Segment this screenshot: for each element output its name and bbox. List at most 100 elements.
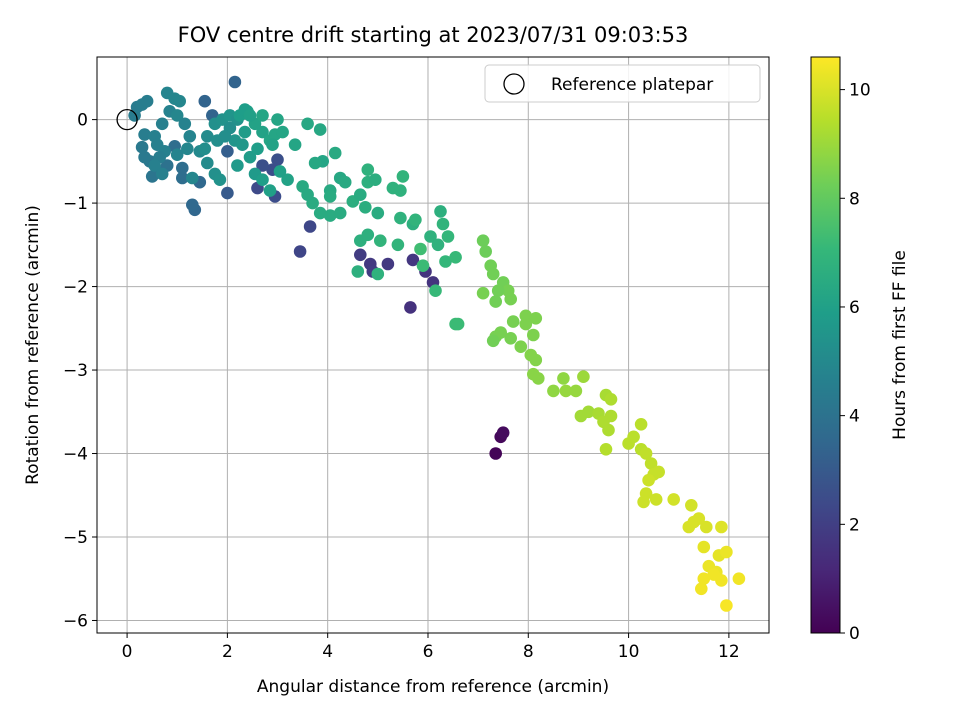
data-point [424,230,437,243]
data-point [439,255,452,268]
data-point [243,150,257,164]
data-point [198,142,212,156]
colorbar-label: Hours from first FF file [890,250,910,440]
data-point [434,205,447,218]
data-point [313,123,327,136]
data-point [429,284,442,298]
data-point [557,372,570,385]
colorbar-tick-label: 2 [849,515,860,535]
data-point [599,443,613,456]
reference-platepar-point [116,108,138,131]
data-point [256,125,269,139]
data-point [486,334,500,348]
data-point [642,473,655,487]
data-point [351,265,365,278]
data-point [361,228,375,242]
data-point [256,173,269,186]
x-tick-label: 2 [222,642,233,662]
data-point [604,409,618,423]
data-point [391,238,405,252]
data-point [394,184,407,197]
data-point [176,161,189,175]
y-axis-label: Rotation from reference (arcmin) [23,205,43,485]
x-tick-label: 0 [122,642,133,662]
data-point [361,163,375,176]
data-point [577,370,590,384]
data-point [489,295,503,308]
colorbar-tick-label: 6 [849,298,860,318]
data-point [186,171,199,185]
data-point [243,109,257,122]
data-point [181,142,194,156]
colorbar-tick-label: 8 [849,189,860,209]
data-point [256,109,269,122]
data-point [529,353,543,367]
data-point [328,146,342,160]
grid [97,57,769,633]
data-point [138,128,151,141]
data-point [176,171,189,185]
colorbar-gradient [810,56,841,634]
data-point [532,372,545,385]
plot-area [96,56,770,634]
data-point [276,125,289,139]
x-tick-label: 4 [322,642,333,662]
data-point [394,211,407,225]
data-point [486,267,500,281]
data-point [266,138,279,151]
data-point [715,520,728,534]
data-point [476,234,490,247]
data-point [281,173,294,186]
data-point [236,138,249,151]
data-point [138,150,151,164]
data-point [213,173,227,186]
data-point [313,206,327,220]
data-point [639,447,653,460]
legend: Reference platepar [484,64,761,103]
data-point [489,447,503,460]
data-point [251,142,264,156]
x-tick-label: 8 [523,642,534,662]
data-point [228,75,242,89]
data-point [404,301,417,314]
data-point [231,159,244,172]
data-point [449,250,462,264]
data-point [685,499,698,512]
data-point [569,384,583,398]
data-point [519,317,533,331]
data-point [476,286,490,300]
data-point [667,493,680,506]
colorbar-tick-label: 0 [849,624,860,644]
data-point [186,198,199,212]
colorbar-tick-label: 10 [849,81,871,101]
data-point [371,206,385,220]
data-point [527,328,540,342]
reference-marker [116,108,138,131]
legend-label: Reference platepar [551,75,713,95]
data-point [559,384,573,398]
data-point [145,170,159,183]
data-point [414,242,427,256]
data-point [173,94,186,108]
y-tick-label: −3 [63,361,88,381]
data-point [333,206,347,220]
data-point [720,599,733,612]
x-tick-label: 10 [618,642,640,662]
data-point [170,148,184,161]
data-point [697,572,711,585]
legend-marker [503,73,525,95]
y-tick-label: −6 [63,611,88,631]
data-point [218,130,232,143]
y-tick-label: −4 [63,445,88,465]
data-point [359,201,372,214]
data-point [707,568,721,581]
y-tick-label: −1 [63,194,88,214]
data-point [256,159,269,172]
y-axis-ticks: 0 −1 −2 −3 −4 −5 −6 [63,111,97,631]
x-axis-ticks: 0 2 4 6 8 10 12 [122,633,740,662]
data-point [135,140,149,154]
data-point [369,173,382,186]
data-point [354,248,367,262]
data-point [148,159,161,172]
